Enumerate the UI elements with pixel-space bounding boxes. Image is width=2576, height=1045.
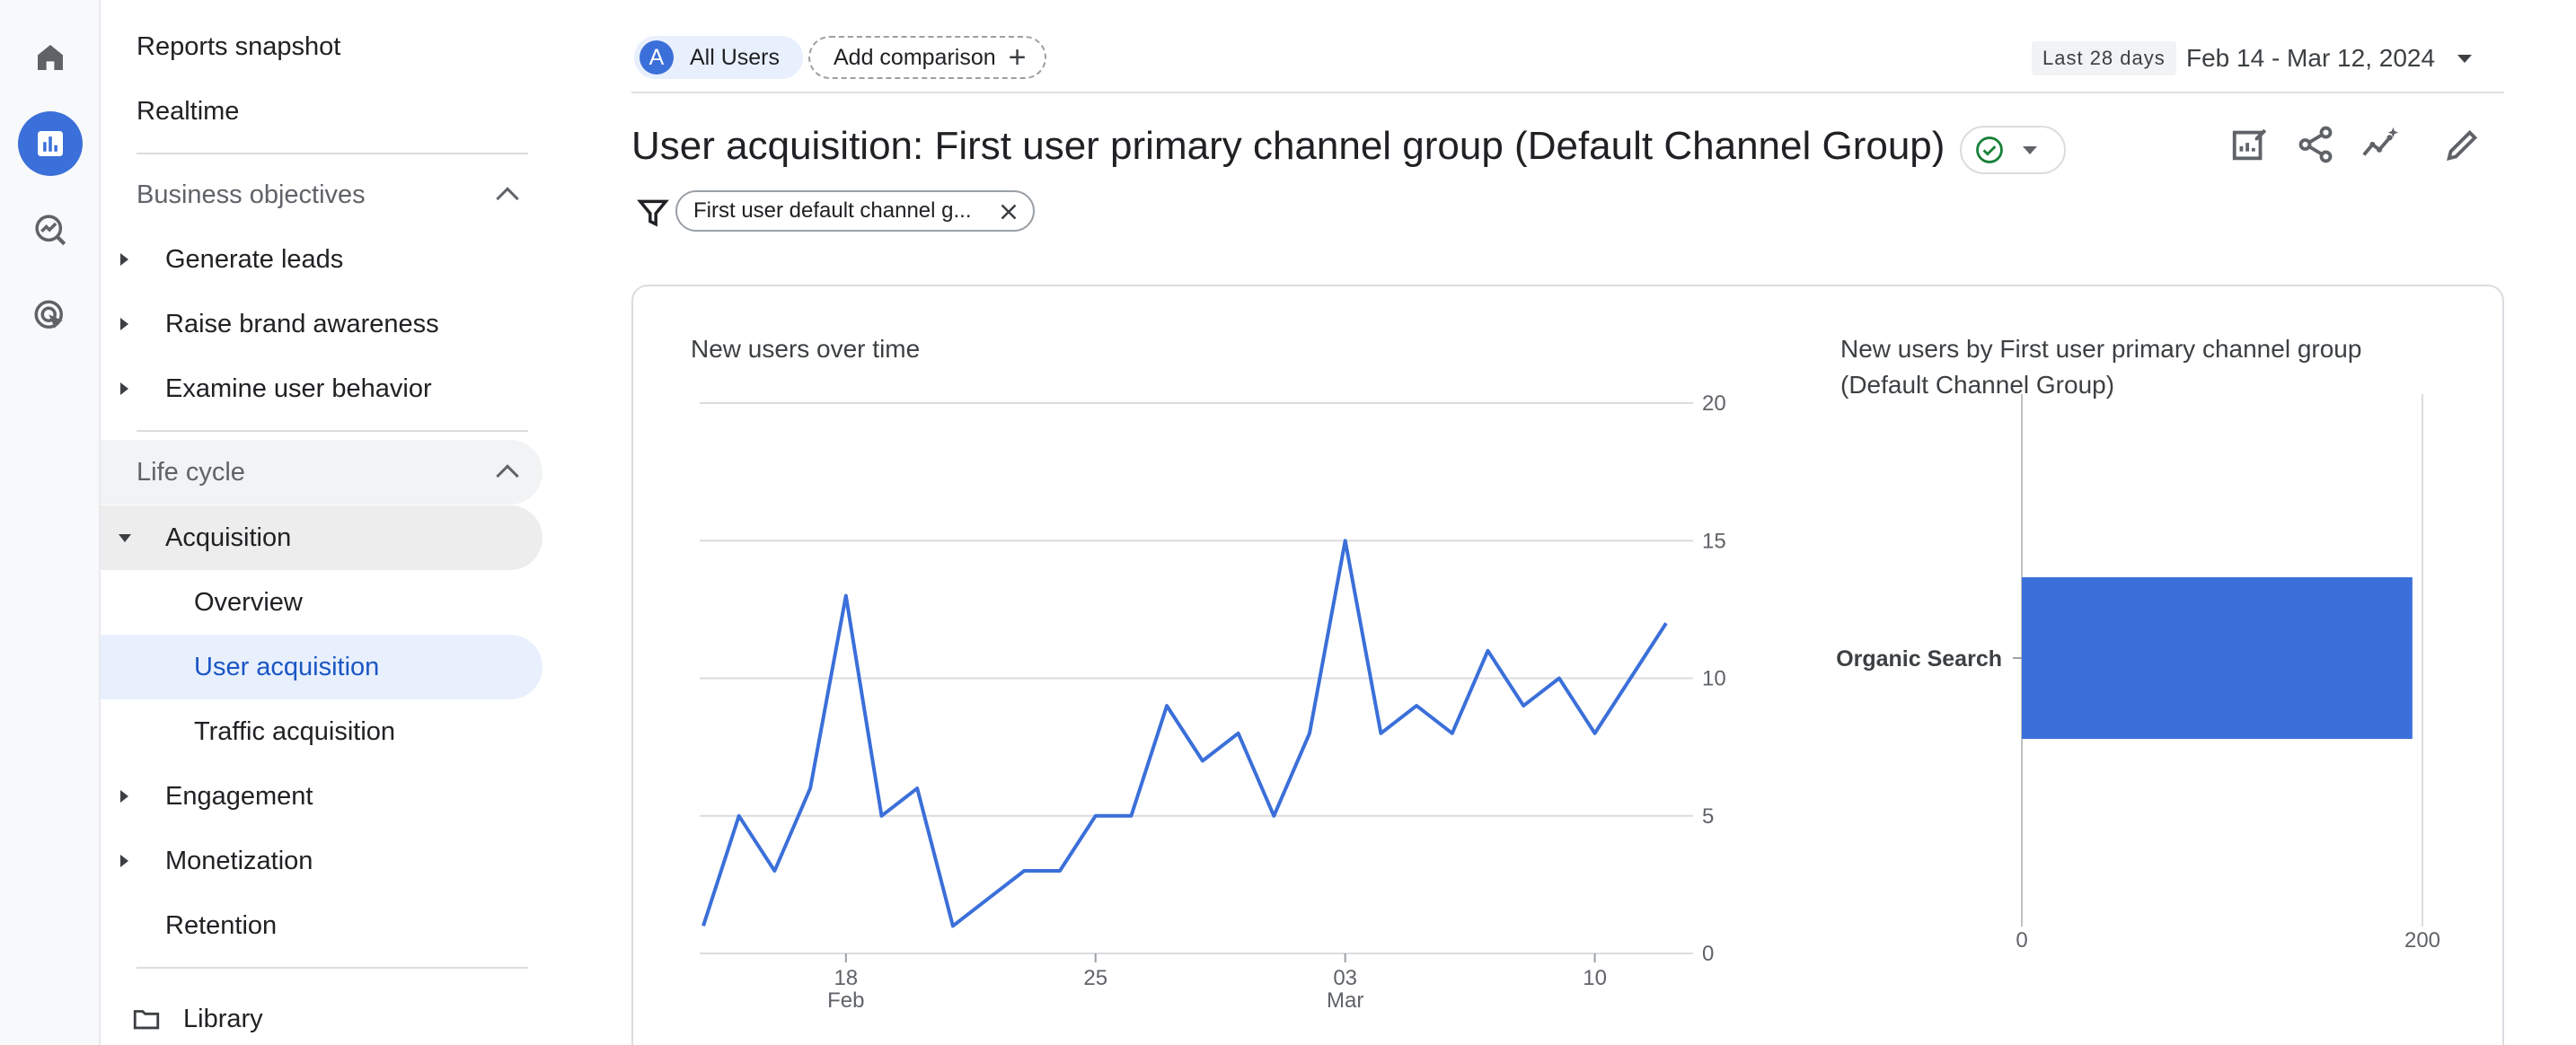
add-comparison-button[interactable]: Add comparison + bbox=[808, 36, 1046, 79]
date-preset-badge[interactable]: Last 28 days bbox=[2032, 41, 2176, 75]
bar-chart-title: New users by First user primary channel … bbox=[1840, 335, 2362, 399]
caret-right-icon bbox=[120, 382, 128, 395]
bar-organic-search bbox=[2022, 577, 2413, 739]
explore-icon[interactable] bbox=[18, 198, 83, 262]
x-tick-label: 25 bbox=[1083, 966, 1107, 990]
insights-icon[interactable] bbox=[2360, 124, 2402, 165]
x-tick-label: 10 bbox=[1583, 966, 1607, 990]
series-line bbox=[701, 539, 1668, 928]
x-tick-label: 03 bbox=[1333, 966, 1357, 990]
nav-section-business-objectives[interactable]: Business objectives bbox=[101, 162, 543, 227]
x-tick-label: 0 bbox=[2016, 928, 2027, 953]
caret-right-icon bbox=[120, 253, 128, 266]
caret-right-icon bbox=[120, 855, 128, 867]
chevron-up-icon bbox=[496, 187, 519, 210]
nav-label: Life cycle bbox=[137, 457, 245, 487]
y-tick-label: 5 bbox=[1702, 804, 1714, 829]
caret-right-icon bbox=[120, 790, 128, 803]
nav-section-life-cycle[interactable]: Life cycle bbox=[101, 440, 543, 505]
y-tick-label: 0 bbox=[1702, 942, 1714, 966]
nav-acquisition[interactable]: Acquisition bbox=[101, 505, 543, 570]
caret-down-icon bbox=[119, 533, 131, 542]
line-chart-title: New users over time bbox=[691, 335, 921, 363]
nav-reports-snapshot[interactable]: Reports snapshot bbox=[101, 14, 543, 79]
x-tick-label: 200 bbox=[2404, 928, 2440, 953]
page-title: User acquisition: First user primary cha… bbox=[631, 124, 1945, 168]
home-icon[interactable] bbox=[18, 25, 83, 90]
filter-chip-label: First user default channel g... bbox=[693, 198, 972, 223]
nav-overview[interactable]: Overview bbox=[101, 570, 543, 635]
caret-right-icon bbox=[120, 318, 128, 330]
y-tick-label: 15 bbox=[1702, 529, 1726, 553]
advertising-icon[interactable] bbox=[18, 284, 83, 348]
edit-pencil-icon[interactable] bbox=[2442, 124, 2483, 165]
nav-examine-user-behavior[interactable]: Examine user behavior bbox=[101, 356, 543, 421]
nav-user-acquisition[interactable]: User acquisition bbox=[101, 635, 543, 699]
new-users-bar-chart: Organic Search 0 200 bbox=[1836, 394, 2440, 953]
nav-label: Acquisition bbox=[165, 522, 292, 552]
segment-chip-all-users[interactable]: A All Users bbox=[634, 36, 804, 79]
chevron-down-icon bbox=[2023, 145, 2037, 154]
nav-label: Library bbox=[183, 1004, 263, 1033]
nav-generate-leads[interactable]: Generate leads bbox=[101, 227, 543, 292]
nav-divider bbox=[137, 967, 528, 969]
nav-label: Business objectives bbox=[137, 180, 366, 209]
nav-retention[interactable]: Retention bbox=[101, 893, 543, 958]
nav-library[interactable]: Library bbox=[101, 987, 543, 1045]
add-comparison-label: Add comparison bbox=[834, 44, 996, 70]
nav-realtime[interactable]: Realtime bbox=[101, 79, 543, 144]
chevron-up-icon bbox=[496, 464, 519, 487]
y-tick-label: 20 bbox=[1702, 391, 1726, 416]
x-tick-sublabel: Mar bbox=[1327, 988, 1363, 1013]
check-circle-icon bbox=[1976, 136, 2003, 163]
x-tick-label: 18 bbox=[834, 966, 858, 990]
toolbar-divider bbox=[631, 92, 2504, 93]
nav-label: Raise brand awareness bbox=[165, 309, 439, 338]
nav-raise-brand-awareness[interactable]: Raise brand awareness bbox=[101, 292, 543, 356]
report-status-chip[interactable] bbox=[1960, 126, 2066, 174]
nav-label: Monetization bbox=[165, 846, 313, 875]
nav-label: Reports snapshot bbox=[137, 31, 341, 61]
nav-divider bbox=[137, 430, 528, 432]
share-icon[interactable] bbox=[2295, 124, 2336, 165]
nav-label: Engagement bbox=[165, 781, 313, 811]
filter-icon[interactable] bbox=[636, 196, 670, 230]
nav-label: Overview bbox=[194, 587, 303, 617]
segment-avatar: A bbox=[640, 40, 674, 75]
date-dropdown-icon[interactable] bbox=[2457, 55, 2472, 63]
nav-label: User acquisition bbox=[194, 652, 380, 681]
y-tick-label: 10 bbox=[1702, 667, 1726, 691]
category-label: Organic Search bbox=[1836, 646, 2002, 672]
x-tick-sublabel: Feb bbox=[827, 988, 864, 1013]
close-icon[interactable] bbox=[995, 198, 1022, 225]
plus-icon: + bbox=[1008, 40, 1027, 75]
folder-icon bbox=[133, 1010, 160, 1030]
nav-engagement[interactable]: Engagement bbox=[101, 764, 543, 829]
date-range-picker[interactable]: Feb 14 - Mar 12, 2024 bbox=[2186, 44, 2436, 72]
segment-label: All Users bbox=[690, 44, 781, 70]
chart-card: New users over time New users by First u… bbox=[631, 285, 2504, 1045]
nav-label: Generate leads bbox=[165, 244, 344, 274]
nav-divider bbox=[137, 153, 528, 154]
nav-label: Traffic acquisition bbox=[194, 716, 396, 746]
reports-icon[interactable] bbox=[18, 111, 83, 176]
report-navigation: Reports snapshot Realtime Business objec… bbox=[101, 0, 550, 1045]
nav-monetization[interactable]: Monetization bbox=[101, 829, 543, 893]
nav-label: Retention bbox=[165, 910, 278, 940]
nav-traffic-acquisition[interactable]: Traffic acquisition bbox=[101, 699, 543, 764]
nav-label: Realtime bbox=[137, 96, 240, 126]
filter-chip[interactable]: First user default channel g... bbox=[675, 190, 1035, 232]
customize-report-icon[interactable] bbox=[2229, 124, 2271, 165]
nav-label: Examine user behavior bbox=[165, 373, 432, 403]
left-rail bbox=[0, 0, 101, 1045]
